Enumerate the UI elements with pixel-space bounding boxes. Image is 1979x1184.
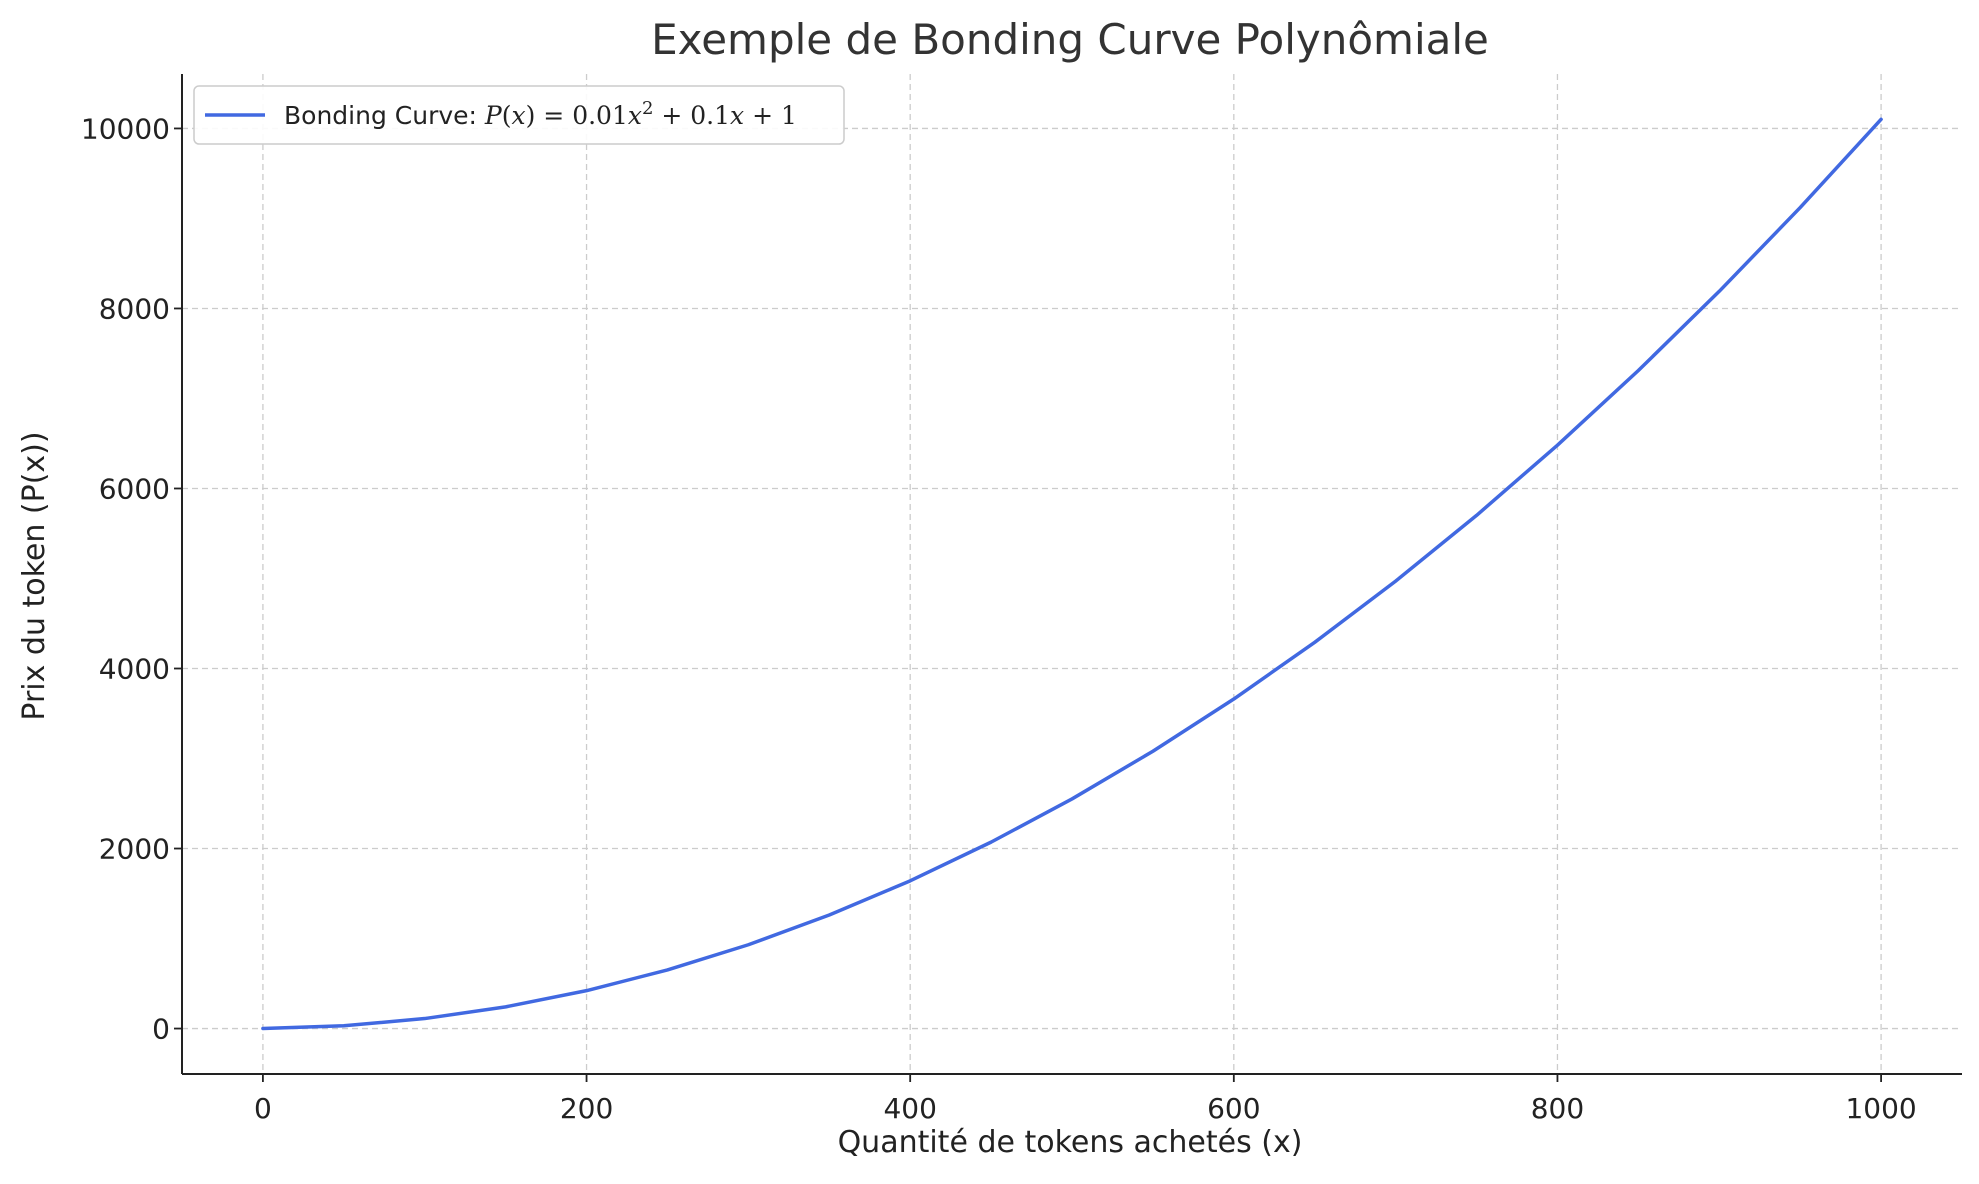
legend-label-prefix: Bonding Curve: [284, 101, 485, 130]
legend-formula-p: P [484, 101, 503, 130]
x-tick-label-3: 600 [1207, 1092, 1260, 1125]
legend-label: Bonding Curve: P(x) = 0.01x2 + 0.1x + 1 [284, 98, 797, 131]
y-tick-label-5: 10000 [81, 112, 170, 145]
legend-formula-tail2: + 1 [744, 101, 797, 130]
legend-formula-x2: x [628, 101, 642, 130]
x-axis-label: Quantité de tokens achetés (x) [838, 1125, 1303, 1160]
y-tick-label-3: 6000 [99, 472, 170, 505]
y-tick-label-2: 4000 [99, 653, 170, 686]
legend-formula-x3: x [730, 101, 744, 130]
legend-formula-tail1: + 0.1 [653, 101, 730, 130]
series-layer [261, 117, 1883, 1031]
y-tick-label-1: 2000 [99, 833, 170, 866]
legend-formula-exp: 2 [642, 98, 653, 119]
legend-formula-open: ( [502, 101, 512, 130]
legend: Bonding Curve: P(x) = 0.01x2 + 0.1x + 1 [193, 85, 845, 145]
legend-box [193, 85, 845, 145]
x-tick-label-4: 800 [1531, 1092, 1584, 1125]
x-tick-label-2: 400 [883, 1092, 936, 1125]
chart-title: Exemple de Bonding Curve Polynômiale [651, 15, 1489, 64]
legend-formula-rest: ) = 0.01 [526, 101, 628, 130]
legend-formula-x1: x [512, 101, 526, 130]
y-axis-label: Prix du token (P(x)) [17, 431, 52, 720]
y-tick-label-4: 8000 [99, 292, 170, 325]
series-line-0 [261, 117, 1883, 1031]
grid-layer [182, 74, 1962, 1074]
axes-layer [181, 74, 1962, 1075]
x-tick-label-0: 0 [254, 1092, 272, 1125]
x-tick-label-1: 200 [560, 1092, 613, 1125]
y-tick-label-0: 0 [152, 1013, 170, 1046]
x-tick-label-5: 1000 [1845, 1092, 1916, 1125]
